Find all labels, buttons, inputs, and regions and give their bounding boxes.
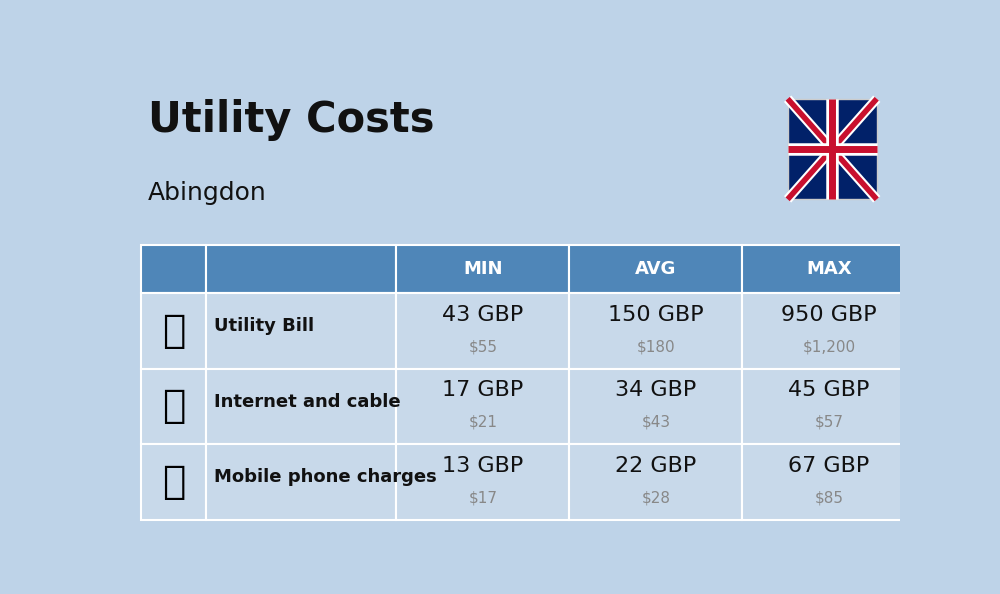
Text: Utility Bill: Utility Bill [214, 317, 314, 335]
Text: 950 GBP: 950 GBP [781, 305, 877, 325]
Text: 17 GBP: 17 GBP [442, 380, 523, 400]
Text: 📶: 📶 [162, 387, 185, 425]
Text: 22 GBP: 22 GBP [615, 456, 696, 476]
Text: 🔌: 🔌 [162, 312, 185, 350]
FancyBboxPatch shape [140, 444, 206, 520]
Text: 67 GBP: 67 GBP [788, 456, 870, 476]
FancyBboxPatch shape [569, 293, 742, 368]
Text: $43: $43 [641, 415, 670, 430]
Text: 13 GBP: 13 GBP [442, 456, 523, 476]
Text: $17: $17 [468, 490, 497, 505]
Text: $1,200: $1,200 [802, 339, 856, 355]
Text: 34 GBP: 34 GBP [615, 380, 696, 400]
FancyBboxPatch shape [396, 293, 569, 368]
Bar [788, 99, 877, 200]
FancyBboxPatch shape [396, 245, 569, 293]
Text: $180: $180 [637, 339, 675, 355]
Text: MIN: MIN [463, 260, 503, 278]
FancyBboxPatch shape [742, 293, 916, 368]
Text: MAX: MAX [806, 260, 852, 278]
Text: AVG: AVG [635, 260, 677, 278]
Text: $57: $57 [814, 415, 843, 430]
FancyBboxPatch shape [396, 444, 569, 520]
FancyBboxPatch shape [140, 293, 206, 368]
Text: Abingdon: Abingdon [148, 181, 267, 205]
Text: $85: $85 [814, 490, 843, 505]
Text: 150 GBP: 150 GBP [608, 305, 704, 325]
FancyBboxPatch shape [742, 245, 916, 293]
FancyBboxPatch shape [569, 444, 742, 520]
Text: 43 GBP: 43 GBP [442, 305, 523, 325]
FancyBboxPatch shape [140, 368, 206, 444]
Text: 45 GBP: 45 GBP [788, 380, 870, 400]
FancyBboxPatch shape [742, 444, 916, 520]
FancyBboxPatch shape [206, 245, 396, 293]
Text: Internet and cable: Internet and cable [214, 393, 401, 410]
Text: Utility Costs: Utility Costs [148, 99, 435, 141]
Text: 📱: 📱 [162, 463, 185, 501]
FancyBboxPatch shape [742, 368, 916, 444]
FancyBboxPatch shape [206, 444, 396, 520]
FancyBboxPatch shape [206, 368, 396, 444]
FancyBboxPatch shape [569, 245, 742, 293]
Text: Mobile phone charges: Mobile phone charges [214, 468, 437, 486]
FancyBboxPatch shape [788, 99, 877, 200]
Text: $28: $28 [641, 490, 670, 505]
FancyBboxPatch shape [140, 245, 206, 293]
FancyBboxPatch shape [569, 368, 742, 444]
Text: $21: $21 [468, 415, 497, 430]
Text: $55: $55 [468, 339, 497, 355]
FancyBboxPatch shape [206, 293, 396, 368]
FancyBboxPatch shape [396, 368, 569, 444]
